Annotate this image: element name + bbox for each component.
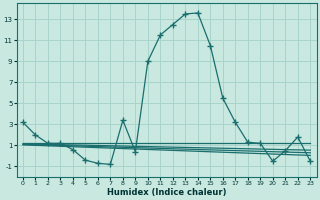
X-axis label: Humidex (Indice chaleur): Humidex (Indice chaleur) xyxy=(107,188,226,197)
